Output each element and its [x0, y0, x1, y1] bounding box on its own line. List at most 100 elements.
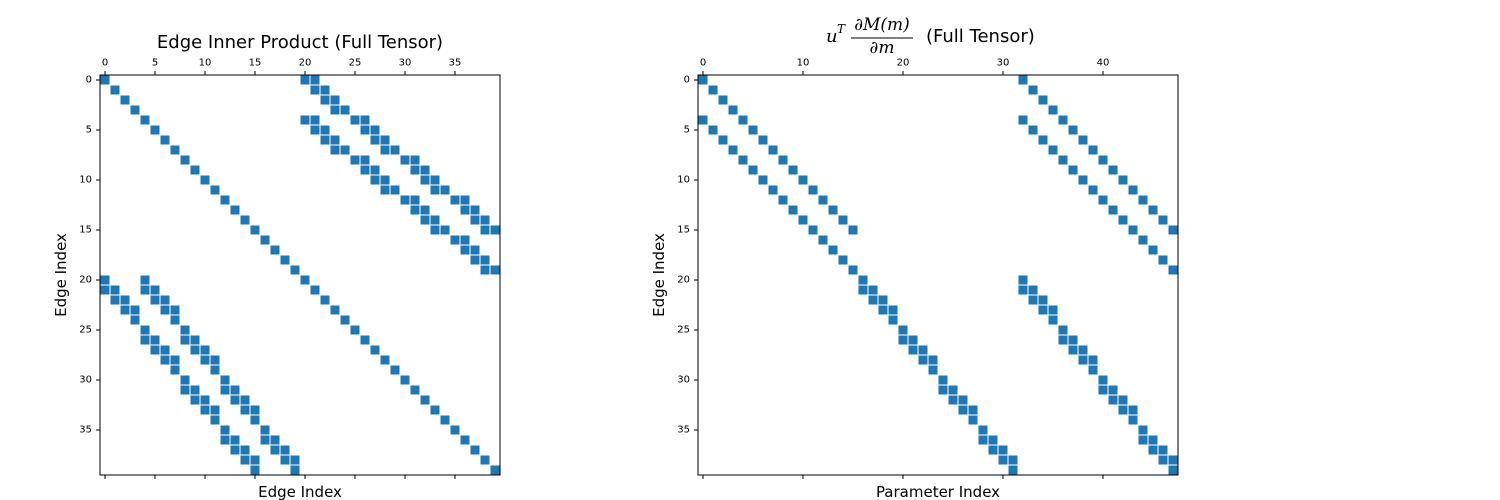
nonzero-cell: [698, 75, 708, 85]
nonzero-cell: [200, 355, 210, 365]
nonzero-cell: [250, 415, 260, 425]
nonzero-cell: [240, 445, 250, 455]
nonzero-cell: [1158, 215, 1168, 225]
nonzero-cell: [230, 395, 240, 405]
y-tick-label: 0: [86, 75, 92, 86]
nonzero-cell: [150, 295, 160, 305]
nonzero-cell: [718, 135, 728, 145]
y-tick-label: 20: [677, 275, 690, 286]
nonzero-cell: [250, 405, 260, 415]
nonzero-cell: [480, 215, 490, 225]
plot-frame: [697, 74, 1179, 476]
nonzero-cell: [878, 305, 888, 315]
nonzero-cell: [410, 165, 420, 175]
nonzero-cell: [1128, 405, 1138, 415]
x-tick-label: 20: [897, 58, 910, 69]
nonzero-cell: [330, 305, 340, 315]
nonzero-cell: [360, 155, 370, 165]
nonzero-cell: [390, 145, 400, 155]
nonzero-cell: [140, 275, 150, 285]
y-axis-label: Edge Index: [52, 233, 70, 317]
nonzero-cell: [290, 455, 300, 465]
x-tick-label: 30: [399, 58, 412, 69]
nonzero-cell: [798, 215, 808, 225]
nonzero-cell: [240, 215, 250, 225]
nonzero-cell: [200, 395, 210, 405]
nonzero-cell: [190, 165, 200, 175]
nonzero-cell: [778, 195, 788, 205]
y-tick-label: 5: [684, 125, 690, 136]
nonzero-cell: [160, 295, 170, 305]
nonzero-cell: [1168, 265, 1178, 275]
nonzero-cell: [190, 345, 200, 355]
y-tick-label: 15: [677, 225, 690, 236]
nonzero-cell: [420, 165, 430, 175]
nonzero-cell: [1168, 455, 1178, 465]
nonzero-cell: [1098, 195, 1108, 205]
nonzero-cell: [938, 375, 948, 385]
x-tick-label: 10: [797, 58, 810, 69]
nonzero-cell: [410, 385, 420, 395]
nonzero-cell: [400, 195, 410, 205]
nonzero-cell: [360, 115, 370, 125]
nonzero-cell: [480, 265, 490, 275]
nonzero-cell: [210, 185, 220, 195]
nonzero-cell: [1038, 305, 1048, 315]
nonzero-cell: [140, 285, 150, 295]
nonzero-cell: [380, 185, 390, 195]
nonzero-cell: [1048, 105, 1058, 115]
nonzero-cell: [280, 255, 290, 265]
nonzero-cell: [1118, 175, 1128, 185]
nonzero-cell: [978, 425, 988, 435]
sensitivity-chart: u T ∂M(m) ∂m (Full Tensor) 0 10 20 30 40 0 5 1…: [650, 15, 1179, 500]
nonzero-cell: [310, 285, 320, 295]
nonzero-cell: [1138, 435, 1148, 445]
nonzero-cell: [180, 325, 190, 335]
nonzero-cell: [470, 255, 480, 265]
nonzero-cell: [898, 335, 908, 345]
nonzero-cell: [758, 175, 768, 185]
nonzero-cell: [1078, 355, 1088, 365]
nonzero-cell: [918, 355, 928, 365]
nonzero-cell: [948, 395, 958, 405]
nonzero-cell: [708, 85, 718, 95]
nonzero-cell: [1028, 125, 1038, 135]
nonzero-cell: [868, 295, 878, 305]
nonzero-cell: [480, 255, 490, 265]
nonzero-cell: [778, 155, 788, 165]
nonzero-cell: [210, 415, 220, 425]
nonzero-cell: [1018, 115, 1028, 125]
title-math-sup: T: [837, 22, 846, 36]
nonzero-cell: [330, 105, 340, 115]
y-tick-label: 25: [79, 325, 92, 336]
chart-title: Edge Inner Product (Full Tensor): [157, 32, 443, 53]
nonzero-cell: [450, 235, 460, 245]
nonzero-cell: [988, 435, 998, 445]
nonzero-cell: [180, 155, 190, 165]
y-tick-label: 10: [677, 175, 690, 186]
nonzero-cell: [1058, 335, 1068, 345]
nonzero-cell: [470, 205, 480, 215]
nonzero-cell: [410, 205, 420, 215]
nonzero-cell: [140, 115, 150, 125]
y-axis-label: Edge Index: [650, 233, 668, 317]
x-tick-label: 40: [1097, 58, 1110, 69]
nonzero-cell: [310, 85, 320, 95]
nonzero-cell: [160, 345, 170, 355]
nonzero-cell: [410, 195, 420, 205]
nonzero-cell: [1018, 75, 1028, 85]
nonzero-cell: [1118, 395, 1128, 405]
nonzero-cell: [758, 135, 768, 145]
nonzero-cell: [130, 315, 140, 325]
nonzero-cell: [480, 225, 490, 235]
nonzero-cell: [310, 75, 320, 85]
nonzero-cell: [788, 165, 798, 175]
x-tick-label: 35: [449, 58, 462, 69]
nonzero-cell: [1088, 365, 1098, 375]
nonzero-cell: [120, 305, 130, 315]
nonzero-cell: [240, 405, 250, 415]
nonzero-cell: [350, 325, 360, 335]
nonzero-cell: [968, 415, 978, 425]
y-tick-label: 35: [677, 425, 690, 436]
